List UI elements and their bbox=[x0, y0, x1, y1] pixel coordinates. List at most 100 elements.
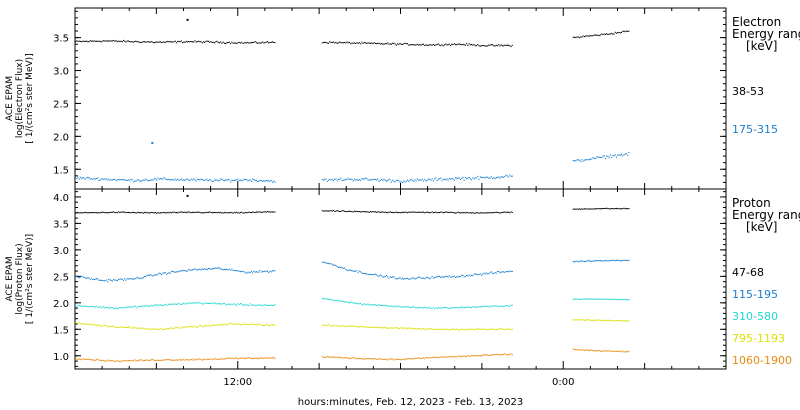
data-point bbox=[198, 40, 200, 42]
data-point bbox=[330, 42, 332, 44]
data-point bbox=[493, 212, 495, 214]
data-point bbox=[222, 324, 224, 326]
data-point bbox=[217, 303, 219, 305]
data-point bbox=[377, 275, 379, 277]
data-point bbox=[129, 277, 131, 279]
data-point bbox=[382, 43, 384, 45]
data-point bbox=[369, 211, 371, 213]
data-point bbox=[148, 274, 150, 276]
data-point bbox=[464, 307, 466, 309]
data-point bbox=[214, 212, 216, 214]
data-point bbox=[172, 41, 174, 43]
data-point bbox=[361, 272, 363, 274]
data-point bbox=[194, 212, 196, 214]
data-point bbox=[399, 181, 401, 183]
data-point bbox=[330, 356, 332, 358]
data-point bbox=[408, 211, 410, 213]
data-point bbox=[129, 306, 131, 308]
data-point bbox=[114, 212, 116, 214]
data-point bbox=[415, 307, 417, 309]
data-point bbox=[484, 329, 486, 331]
data-point bbox=[381, 275, 383, 277]
data-point bbox=[331, 356, 333, 358]
data-point bbox=[393, 306, 395, 308]
data-point bbox=[336, 324, 338, 326]
data-point bbox=[129, 360, 131, 362]
data-point bbox=[174, 326, 176, 328]
data-point bbox=[75, 41, 77, 43]
data-point bbox=[406, 358, 408, 360]
data-point bbox=[399, 306, 401, 308]
data-point bbox=[363, 303, 365, 305]
data-point bbox=[145, 41, 147, 43]
data-point bbox=[163, 177, 165, 179]
y-tick-label: 4.0 bbox=[53, 193, 69, 204]
data-point bbox=[619, 320, 621, 322]
data-point bbox=[503, 271, 505, 273]
data-point bbox=[577, 36, 579, 38]
data-point bbox=[215, 41, 217, 43]
data-point bbox=[368, 273, 370, 275]
data-point bbox=[81, 305, 83, 307]
data-point bbox=[187, 270, 189, 272]
data-point bbox=[222, 179, 224, 181]
data-point bbox=[254, 212, 256, 214]
data-point bbox=[158, 212, 160, 214]
data-point bbox=[262, 305, 264, 307]
data-point bbox=[136, 212, 138, 214]
data-point bbox=[403, 278, 405, 280]
data-point bbox=[167, 40, 169, 42]
data-point bbox=[592, 319, 594, 321]
data-point bbox=[77, 211, 79, 213]
data-point bbox=[381, 358, 383, 360]
data-point bbox=[378, 327, 380, 329]
data-point bbox=[612, 259, 614, 261]
data-point bbox=[233, 179, 235, 181]
data-point bbox=[152, 212, 154, 214]
data-point bbox=[126, 40, 128, 42]
data-point bbox=[614, 208, 616, 210]
data-point bbox=[142, 277, 144, 279]
data-point bbox=[121, 326, 123, 328]
data-point bbox=[416, 211, 418, 213]
data-point bbox=[241, 41, 243, 43]
data-point bbox=[609, 33, 611, 35]
data-point bbox=[119, 307, 121, 309]
data-point bbox=[83, 323, 85, 325]
data-point bbox=[264, 42, 266, 44]
legend-entry: 1060-1900 bbox=[732, 354, 792, 367]
data-point bbox=[232, 212, 234, 214]
data-point bbox=[264, 324, 266, 326]
data-point bbox=[188, 268, 190, 270]
data-point bbox=[111, 307, 113, 309]
data-point bbox=[500, 271, 502, 273]
data-point bbox=[344, 179, 346, 181]
data-point bbox=[220, 211, 222, 213]
data-point bbox=[585, 260, 587, 262]
data-point bbox=[166, 328, 168, 330]
data-point bbox=[440, 356, 442, 358]
data-point bbox=[185, 302, 187, 304]
data-point bbox=[456, 212, 458, 214]
data-point bbox=[352, 270, 354, 272]
data-point bbox=[135, 40, 137, 42]
data-point bbox=[492, 328, 494, 330]
data-point bbox=[471, 44, 473, 46]
data-point bbox=[248, 324, 250, 326]
data-point bbox=[263, 357, 265, 359]
data-point bbox=[355, 358, 357, 360]
data-point bbox=[246, 179, 248, 181]
data-point bbox=[503, 176, 505, 178]
data-point bbox=[146, 305, 148, 307]
data-point bbox=[455, 212, 457, 214]
data-point bbox=[374, 178, 376, 180]
data-point bbox=[583, 159, 585, 161]
data-point bbox=[254, 41, 256, 43]
legend-title-line: Electron bbox=[732, 15, 781, 29]
data-point bbox=[238, 270, 240, 272]
data-point bbox=[349, 302, 351, 304]
data-point bbox=[150, 359, 152, 361]
data-point bbox=[393, 42, 395, 44]
data-point bbox=[494, 211, 496, 213]
data-point bbox=[187, 41, 189, 43]
